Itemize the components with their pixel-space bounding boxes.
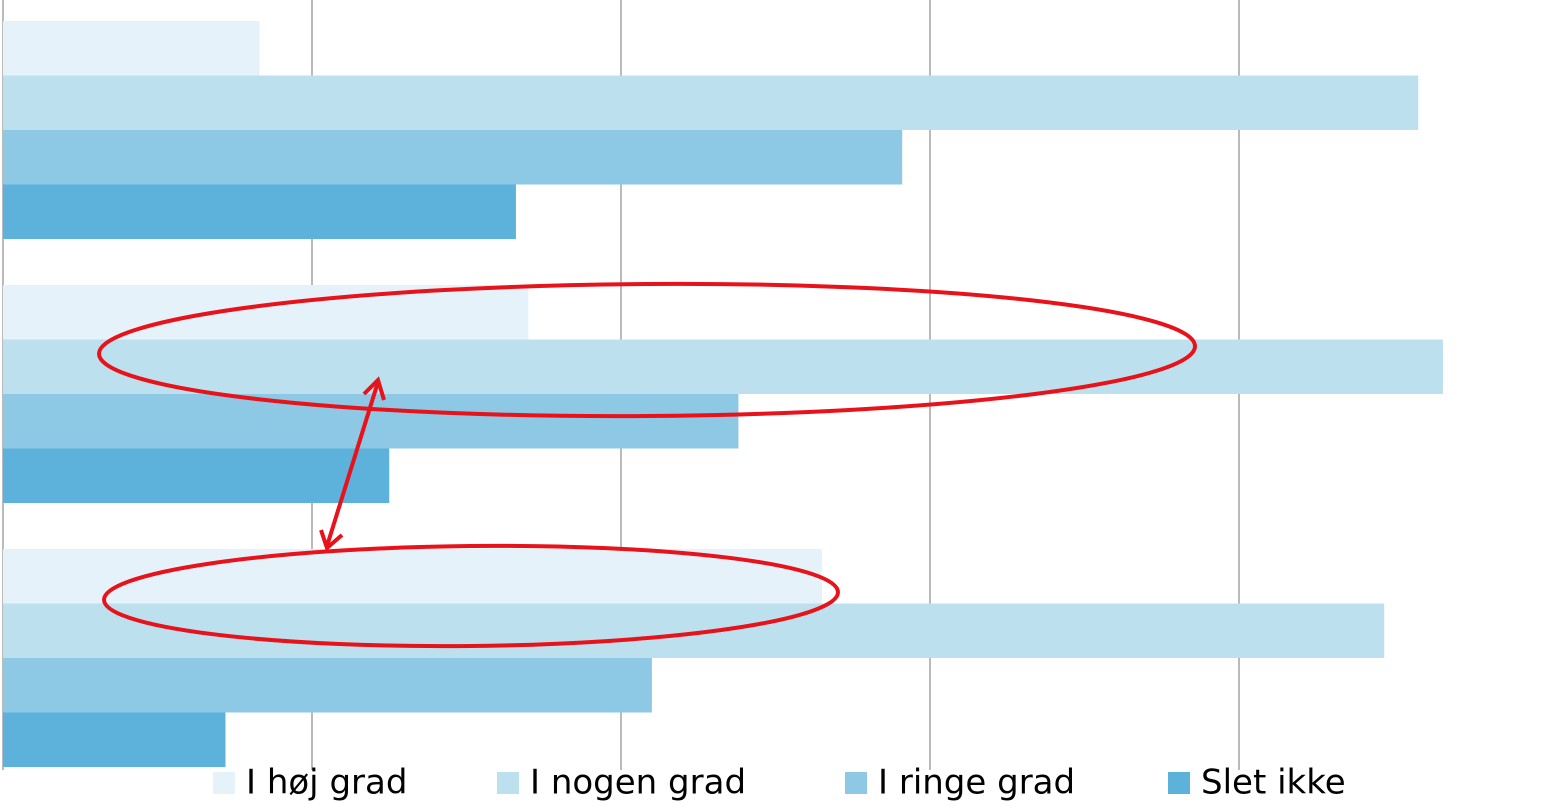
bar xyxy=(3,658,652,713)
legend-label: I høj grad xyxy=(246,763,407,803)
legend-label: Slet ikke xyxy=(1201,763,1346,803)
bar xyxy=(3,184,516,239)
bar xyxy=(3,130,903,185)
legend-swatch xyxy=(845,772,867,794)
bar xyxy=(3,21,260,76)
arrow-head xyxy=(319,529,344,552)
annotation xyxy=(97,281,1197,649)
bar xyxy=(3,285,529,340)
bars xyxy=(3,21,1443,767)
arrow-head xyxy=(362,376,386,401)
legend-label: I nogen grad xyxy=(530,763,746,803)
bar xyxy=(3,75,1419,130)
highlight-ellipse xyxy=(97,281,1197,419)
legend: I høj grad I nogen grad I ringe grad Slet i… xyxy=(213,763,1346,803)
bar xyxy=(3,603,1385,658)
legend-label: I ringe grad xyxy=(878,763,1075,803)
highlight-ellipse xyxy=(102,543,840,649)
bar xyxy=(3,712,226,767)
bar xyxy=(3,448,390,503)
legend-swatch xyxy=(497,772,519,794)
arrow xyxy=(325,381,380,547)
legend-swatch xyxy=(1168,772,1190,794)
legend-swatch xyxy=(213,772,235,794)
bar xyxy=(3,549,822,604)
bar xyxy=(3,339,1443,394)
